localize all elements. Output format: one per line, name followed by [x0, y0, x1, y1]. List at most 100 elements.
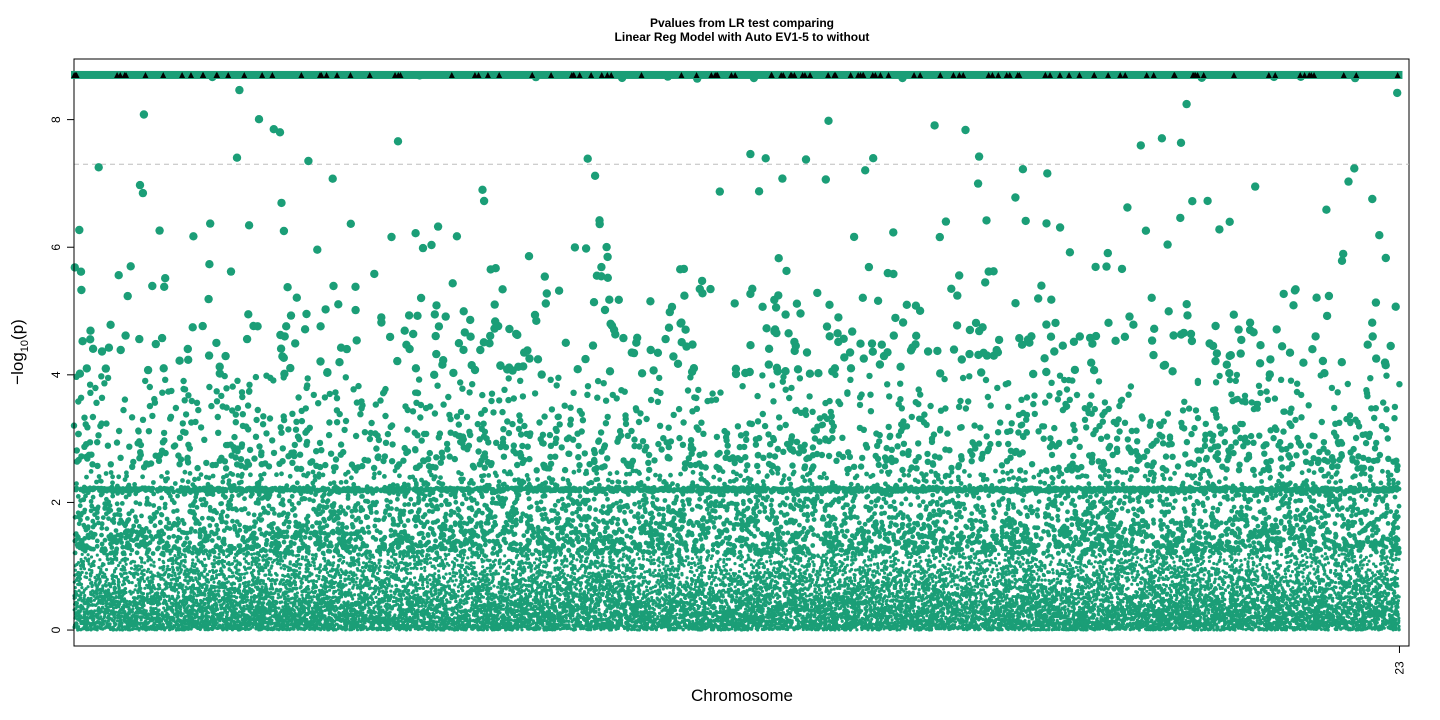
- data-point: [1125, 312, 1134, 321]
- data-point: [1299, 470, 1305, 476]
- data-point: [411, 229, 420, 238]
- data-point: [482, 542, 488, 548]
- data-point: [1378, 480, 1384, 486]
- data-point: [1223, 588, 1227, 592]
- data-point: [317, 577, 321, 581]
- data-point: [802, 609, 806, 613]
- data-point: [822, 568, 826, 572]
- data-point: [679, 441, 687, 448]
- data-point: [1086, 401, 1094, 408]
- data-point: [781, 473, 787, 479]
- data-point: [786, 394, 793, 402]
- data-point: [206, 219, 215, 228]
- data-point: [88, 344, 98, 353]
- data-point: [118, 561, 122, 565]
- data-point: [653, 472, 658, 478]
- data-point: [715, 614, 720, 618]
- data-point: [1101, 565, 1105, 569]
- data-point: [698, 536, 704, 542]
- data-point: [1144, 553, 1148, 557]
- data-point: [496, 585, 500, 589]
- data-point: [104, 442, 112, 449]
- data-point: [867, 555, 871, 559]
- data-point: [927, 554, 931, 558]
- data-point: [959, 374, 967, 382]
- data-point: [409, 566, 413, 570]
- data-point: [779, 378, 786, 385]
- data-point: [677, 555, 681, 559]
- data-point: [1092, 565, 1096, 569]
- data-point: [208, 402, 215, 410]
- data-point: [1200, 466, 1207, 474]
- data-point: [1131, 556, 1135, 560]
- data-point: [413, 523, 419, 529]
- data-point: [560, 476, 566, 482]
- data-point: [89, 413, 97, 421]
- data-point: [246, 446, 254, 454]
- data-point: [152, 523, 158, 529]
- data-point: [469, 561, 474, 565]
- data-point: [1192, 407, 1200, 414]
- data-point: [307, 580, 311, 584]
- data-point: [1217, 501, 1223, 507]
- data-point: [1034, 558, 1039, 562]
- data-point: [242, 334, 252, 344]
- data-point: [384, 430, 392, 438]
- data-point: [646, 345, 655, 355]
- data-point: [868, 347, 877, 356]
- data-point: [1382, 561, 1386, 565]
- data-point: [1034, 294, 1043, 303]
- data-point: [1006, 476, 1012, 482]
- data-point: [1156, 556, 1160, 560]
- data-point: [1233, 371, 1241, 379]
- data-point: [453, 583, 457, 587]
- data-point: [825, 300, 834, 309]
- data-point: [899, 450, 906, 457]
- data-point: [1191, 511, 1197, 517]
- data-point: [212, 338, 221, 348]
- data-point: [1103, 433, 1111, 440]
- data-point: [349, 514, 355, 519]
- data-point: [941, 587, 946, 591]
- data-point: [451, 579, 455, 583]
- data-point: [1145, 559, 1149, 564]
- data-point: [431, 532, 437, 537]
- data-point: [1285, 561, 1289, 565]
- data-point: [203, 557, 207, 561]
- data-point: [1388, 569, 1392, 573]
- data-point: [944, 577, 948, 581]
- data-point: [1312, 567, 1316, 571]
- data-point: [1005, 403, 1012, 410]
- data-point: [622, 480, 628, 485]
- data-point: [1170, 505, 1176, 511]
- data-point: [760, 454, 767, 461]
- data-point: [1211, 356, 1220, 366]
- data-point: [637, 369, 647, 378]
- chart-title: Pvalues from LR test comparing Linear Re…: [615, 16, 870, 44]
- data-point: [998, 462, 1006, 469]
- data-point: [739, 383, 746, 390]
- data-point: [541, 299, 550, 308]
- data-point: [912, 331, 921, 340]
- data-point: [765, 431, 772, 438]
- data-point: [134, 550, 140, 556]
- data-point: [1172, 470, 1177, 476]
- data-point: [269, 125, 278, 134]
- data-point: [920, 499, 926, 505]
- data-point: [685, 455, 692, 462]
- data-point: [782, 421, 789, 429]
- data-point: [162, 376, 169, 383]
- data-point: [931, 579, 935, 584]
- data-point: [910, 534, 916, 540]
- data-point: [90, 494, 96, 500]
- data-point: [969, 547, 975, 553]
- data-point: [864, 471, 869, 477]
- data-point: [760, 495, 766, 501]
- data-point: [72, 550, 78, 556]
- chart-title-line-2: Linear Reg Model with Auto EV1-5 to with…: [615, 30, 870, 44]
- data-point: [237, 456, 245, 463]
- data-point: [935, 232, 944, 242]
- data-point: [575, 442, 582, 450]
- data-point: [821, 175, 830, 184]
